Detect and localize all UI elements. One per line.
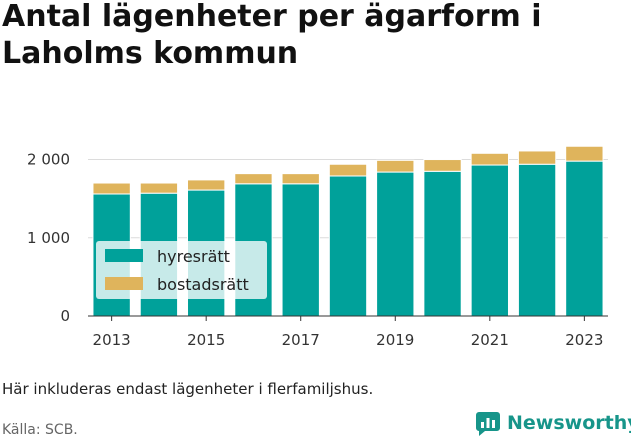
bar-bostadsrätt-2020 [423,159,462,172]
legend: hyresrätt bostadsrätt [96,241,267,299]
bar-bostadsrätt-2022 [517,150,557,165]
x-tick-label: 2015 [187,331,225,349]
source-label: Källa: SCB. [2,422,78,438]
newsworthy-logo-icon [476,412,500,436]
brand-logo: Newsworthy [476,408,631,438]
bar-bostadsrätt-2019 [376,159,415,173]
bar-bostadsrätt-2013 [92,182,131,195]
bar-hyresrätt-2017 [281,183,320,317]
legend-label: hyresrätt [157,247,230,266]
bar-bostadsrätt-2016 [234,173,273,185]
bar-hyresrätt-2019 [376,171,415,317]
y-tick-label: 2 000 [27,151,70,169]
x-tick-label: 2017 [282,331,320,349]
x-tick-label: 2023 [565,331,603,349]
brand-name: Newsworthy [507,412,631,434]
bar-hyresrätt-2021 [470,164,509,317]
bar-hyresrätt-2023 [565,160,604,317]
bar-bostadsrätt-2017 [281,173,320,185]
x-tick-label: 2021 [471,331,509,349]
bar-bostadsrätt-2021 [470,152,509,166]
bar-hyresrätt-2022 [517,163,557,317]
bar-hyresrätt-2020 [423,170,462,317]
bar-hyresrätt-2018 [328,175,368,317]
y-tick-label: 0 [60,307,70,325]
footnote: Här inkluderas endast lägenheter i flerf… [2,380,374,398]
y-tick-label: 1 000 [27,229,70,247]
x-axis-ticks: 2013 2015 2017 2019 2021 2023 [88,315,608,349]
bar-bostadsrätt-2014 [139,182,179,194]
chart-title: Antal lägenheter per ägarform i Laholms … [2,0,542,71]
bar-bostadsrätt-2023 [565,145,604,162]
bar-bostadsrätt-2015 [187,179,226,191]
legend-swatch [105,277,143,290]
bar-bostadsrätt-2018 [328,163,368,177]
legend-swatch [105,249,143,262]
x-tick-label: 2013 [93,331,131,349]
y-axis-ticks: 0 1 000 2 000 [27,151,70,325]
x-tick-label: 2019 [376,331,414,349]
legend-label: bostadsrätt [157,275,249,294]
